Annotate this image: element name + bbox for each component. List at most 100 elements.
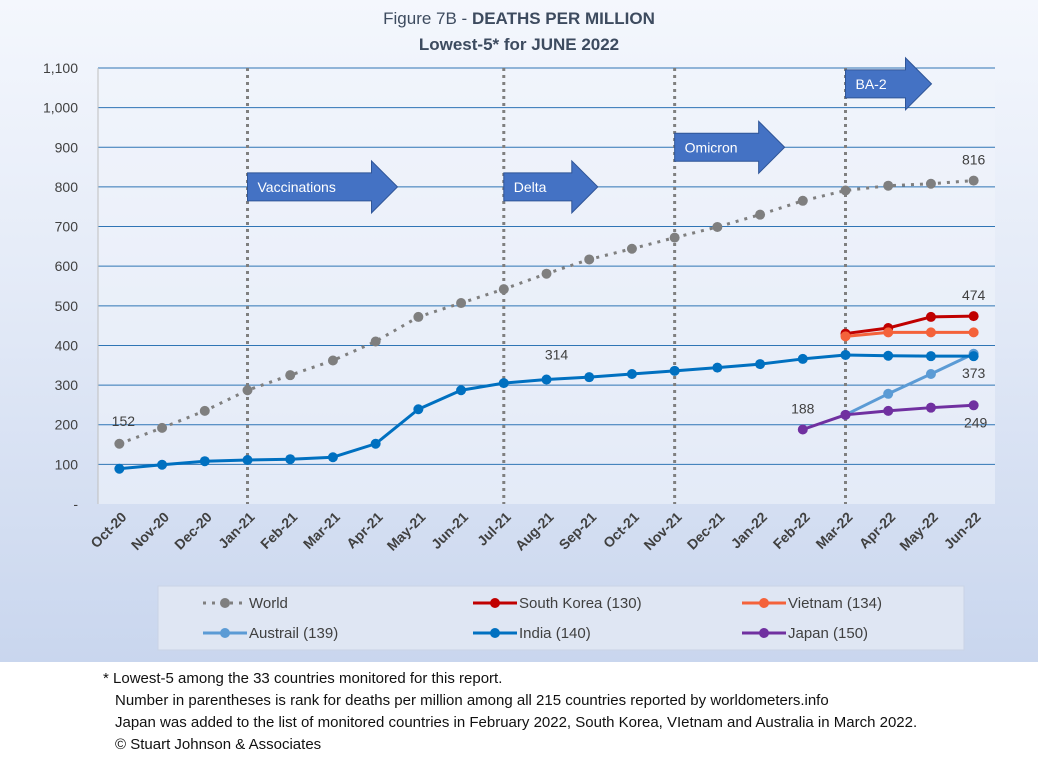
y-tick-label: 400 bbox=[55, 337, 79, 353]
y-tick-label: 100 bbox=[55, 456, 79, 472]
x-tick-label: Sep-21 bbox=[556, 509, 600, 553]
data-point bbox=[968, 175, 979, 186]
data-point bbox=[199, 456, 210, 467]
data-label: 249 bbox=[964, 414, 988, 430]
x-tick-label: Mar-21 bbox=[300, 509, 343, 552]
x-tick-label: Jul-21 bbox=[474, 509, 514, 549]
legend-swatch-marker bbox=[759, 598, 769, 608]
footnote-line: © Stuart Johnson & Associates bbox=[115, 736, 322, 753]
annotation-arrow bbox=[247, 159, 399, 215]
data-point bbox=[669, 232, 680, 243]
legend-label: Austrail (139) bbox=[249, 625, 338, 642]
annotation-label: Vaccinations bbox=[258, 179, 336, 195]
legend-swatch-marker bbox=[759, 628, 769, 638]
legend-swatch-marker bbox=[220, 628, 230, 638]
annotation-label: BA-2 bbox=[856, 76, 887, 92]
data-point bbox=[242, 455, 253, 466]
x-tick-label: Aug-21 bbox=[512, 509, 557, 554]
x-tick-label: May-22 bbox=[896, 509, 941, 554]
chart-title: Figure 7B - DEATHS PER MILLION bbox=[0, 9, 1038, 29]
data-point bbox=[370, 438, 381, 449]
data-point bbox=[626, 243, 637, 254]
data-point bbox=[755, 359, 766, 370]
data-point bbox=[669, 365, 680, 376]
series-line bbox=[844, 352, 975, 417]
y-tick-label: 1,000 bbox=[43, 100, 78, 116]
data-point bbox=[755, 209, 766, 220]
footnote-line: Japan was added to the list of monitored… bbox=[115, 714, 918, 731]
x-tick-label: Feb-22 bbox=[770, 509, 813, 552]
y-tick-label: 200 bbox=[55, 417, 79, 433]
footnote-line: * Lowest-5 among the 33 countries monito… bbox=[103, 670, 503, 687]
data-point bbox=[712, 221, 723, 232]
data-label: 314 bbox=[545, 347, 569, 363]
legend-label: Japan (150) bbox=[788, 625, 868, 642]
data-point bbox=[285, 454, 296, 465]
data-point bbox=[883, 180, 894, 191]
data-point bbox=[370, 336, 381, 347]
data-point bbox=[157, 459, 168, 470]
annotation-arrow bbox=[674, 120, 786, 175]
data-point bbox=[413, 311, 424, 322]
data-label: 816 bbox=[962, 152, 986, 168]
data-point bbox=[327, 355, 338, 366]
legend-label: Vietnam (134) bbox=[788, 595, 882, 612]
data-point bbox=[925, 178, 936, 189]
data-point bbox=[883, 327, 894, 338]
data-point bbox=[498, 378, 509, 389]
data-point bbox=[114, 438, 125, 449]
legend-label: South Korea (130) bbox=[519, 595, 642, 612]
annotation-label: Delta bbox=[514, 179, 547, 195]
data-point bbox=[584, 254, 595, 265]
y-tick-label: 600 bbox=[55, 258, 79, 274]
data-point bbox=[925, 311, 936, 322]
data-point bbox=[498, 284, 509, 295]
data-label: 474 bbox=[962, 287, 986, 303]
y-tick-label: 700 bbox=[55, 219, 79, 235]
data-point bbox=[541, 374, 552, 385]
y-tick-label: 800 bbox=[55, 179, 79, 195]
data-label: 373 bbox=[962, 365, 986, 381]
data-point bbox=[968, 400, 979, 411]
data-point bbox=[712, 362, 723, 373]
chart-subtitle: Lowest-5* for JUNE 2022 bbox=[418, 35, 620, 54]
x-tick-label: Jan-22 bbox=[728, 509, 771, 552]
legend-swatch-marker bbox=[490, 628, 500, 638]
x-tick-label: May-21 bbox=[384, 509, 429, 554]
legend-swatch-marker bbox=[220, 598, 230, 608]
annotation-arrow bbox=[503, 159, 599, 215]
annotation-arrow bbox=[845, 56, 933, 112]
plot-area bbox=[98, 68, 995, 504]
footnotes: * Lowest-5 among the 33 countries monito… bbox=[103, 668, 917, 756]
series-line bbox=[845, 314, 974, 336]
legend-label: India (140) bbox=[519, 625, 591, 642]
data-point bbox=[157, 422, 168, 433]
data-point bbox=[413, 404, 424, 415]
y-tick-label: 1,100 bbox=[43, 60, 78, 76]
x-tick-label: Dec-20 bbox=[171, 509, 215, 553]
data-point bbox=[797, 195, 808, 206]
legend-label: World bbox=[249, 595, 288, 612]
data-point bbox=[925, 351, 936, 362]
data-point bbox=[797, 424, 808, 435]
data-point bbox=[883, 350, 894, 361]
data-point bbox=[925, 402, 936, 413]
data-point bbox=[285, 370, 296, 381]
y-tick-label: 500 bbox=[55, 298, 79, 314]
data-point bbox=[114, 463, 125, 474]
data-point bbox=[968, 351, 979, 362]
series-line bbox=[845, 330, 974, 338]
data-point bbox=[242, 385, 253, 396]
x-tick-label: Oct-21 bbox=[600, 509, 642, 551]
data-point bbox=[840, 185, 851, 196]
x-tick-label: Jun-21 bbox=[428, 509, 471, 552]
data-point bbox=[968, 311, 979, 322]
data-point bbox=[327, 452, 338, 463]
chart-title-main: DEATHS PER MILLION bbox=[471, 9, 655, 28]
legend-box bbox=[157, 585, 965, 651]
x-tick-label: Mar-22 bbox=[812, 509, 855, 552]
x-tick-label: Nov-21 bbox=[640, 509, 684, 553]
data-point bbox=[925, 327, 936, 338]
x-tick-label: Jan-21 bbox=[215, 509, 258, 552]
x-tick-label: Apr-22 bbox=[856, 509, 899, 552]
